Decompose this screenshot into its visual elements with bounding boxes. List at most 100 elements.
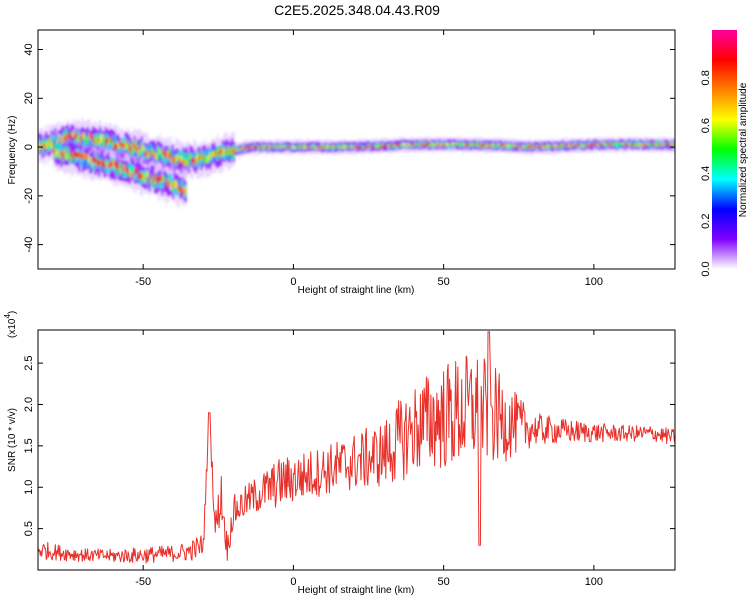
heatmap-cell: [499, 143, 502, 147]
heatmap-cell: [144, 170, 148, 183]
heatmap-cell: [436, 143, 439, 146]
heatmap-cell: [96, 159, 99, 166]
heatmap-cell: [476, 143, 479, 147]
heatmap-cell: [134, 167, 137, 175]
heatmap-cell: [230, 147, 234, 154]
heatmap-cell: [510, 144, 513, 147]
heatmap-cell: [595, 142, 598, 145]
heatmap-cell: [575, 144, 578, 148]
heatmap-cell: [173, 156, 176, 163]
heatmap-cell: [66, 133, 70, 140]
heatmap-cell: [126, 168, 130, 175]
heatmap-cell: [67, 152, 70, 159]
heatmap-cell: [169, 152, 172, 159]
heatmap-cell: [62, 152, 65, 159]
heatmap-cell: [647, 142, 650, 146]
snr-x-tick-label: 100: [585, 576, 603, 588]
heatmap-cell: [63, 148, 67, 155]
heatmap-cell: [380, 145, 383, 148]
heatmap-cell: [600, 143, 603, 146]
heatmap-cell: [72, 151, 76, 164]
heatmap-cell: [465, 143, 468, 147]
heatmap-cell: [128, 162, 131, 175]
heatmap-cell: [113, 136, 116, 149]
heatmap-cell: [265, 146, 268, 150]
heatmap-cell: [310, 145, 313, 149]
heatmap-cell: [517, 145, 520, 149]
heatmap-cell: [150, 178, 153, 185]
heatmap-cell: [108, 139, 111, 152]
heatmap-cell: [560, 145, 564, 149]
heatmap-cell: [256, 146, 259, 149]
heatmap-cell: [279, 145, 282, 148]
heatmap-cell: [178, 158, 181, 166]
heatmap-cell: [105, 159, 108, 166]
heatmap-cell: [400, 144, 403, 148]
heatmap-cell: [477, 142, 481, 146]
heatmap-cell: [147, 151, 151, 158]
heatmap-cell: [200, 155, 203, 162]
heatmap-cell: [152, 177, 155, 185]
heatmap-cell: [650, 142, 654, 146]
snr-y-axis-title: SNR (10 * v/v): [7, 408, 18, 472]
heatmap-cell: [611, 142, 614, 145]
heatmap-cell: [591, 141, 594, 147]
heatmap-cell: [470, 143, 473, 147]
heatmap-cell: [589, 143, 592, 147]
heatmap-cell: [339, 145, 342, 148]
heatmap-cell: [540, 144, 544, 148]
heatmap-cell: [629, 143, 632, 146]
snr-y-multiplier-base: (x10: [7, 318, 18, 338]
heatmap-cell: [153, 151, 156, 158]
heatmap-cell: [353, 146, 356, 150]
heatmap-cell: [122, 142, 125, 149]
heatmap-cell: [157, 175, 160, 182]
heatmap-cell: [643, 142, 646, 146]
heatmap-cell: [77, 135, 80, 142]
heatmap-cell: [445, 142, 448, 146]
heatmap-cell: [161, 176, 164, 189]
heatmap-cell: [394, 143, 398, 149]
heatmap-cell: [178, 151, 181, 164]
heatmap-cell: [216, 150, 219, 157]
heatmap-cell: [80, 154, 83, 167]
heatmap-cell: [94, 156, 97, 163]
heatmap-cell: [92, 156, 95, 164]
heatmap-cell: [142, 148, 145, 161]
spectrogram-panel: -50 0 50 100 -40 -20 0 20 40 Height of straight…: [7, 29, 676, 296]
heatmap-cell: [580, 144, 583, 148]
heatmap-cell: [103, 162, 106, 169]
heatmap-cell: [170, 183, 173, 190]
snr-panel: -50 0 50 100 0.5 1.0 1.5 2.0 2.5 Height of stra…: [3, 311, 676, 596]
heatmap-cell: [159, 175, 162, 182]
heatmap-cell: [530, 144, 533, 148]
heatmap-cell: [123, 165, 126, 178]
heatmap-cell: [137, 172, 140, 180]
heatmap-cell: [411, 142, 414, 149]
heatmap-cell: [344, 145, 347, 148]
heatmap-cell: [159, 176, 162, 189]
heatmap-cell: [645, 144, 648, 147]
heatmap-cell: [69, 149, 72, 156]
heatmap-cell: [533, 145, 536, 149]
heatmap-cell: [398, 143, 401, 146]
colorbar-strip: [712, 30, 737, 269]
heatmap-cell: [119, 168, 122, 175]
heatmap-cell: [173, 150, 176, 162]
heatmap-cell: [481, 143, 484, 147]
heatmap-cell: [441, 143, 445, 147]
heatmap-cell: [566, 144, 569, 147]
heatmap-cell: [72, 130, 75, 138]
heatmap-cell: [81, 132, 84, 140]
heatmap-cell: [53, 148, 56, 155]
snr-x-axis-title: Height of straight line (km): [298, 585, 415, 596]
heatmap-cell: [452, 142, 455, 146]
heatmap-cell: [211, 152, 214, 159]
heatmap-cell: [84, 138, 88, 145]
heatmap-cell: [182, 152, 185, 165]
heatmap-cell: [38, 142, 41, 149]
snr-y-multiplier-exp: 4: [3, 314, 12, 319]
heatmap-cell: [102, 134, 106, 142]
heatmap-cell: [312, 146, 315, 150]
heatmap-cell: [337, 145, 340, 148]
